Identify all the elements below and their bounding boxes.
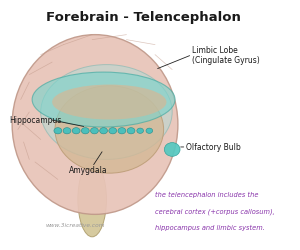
Ellipse shape bbox=[12, 36, 178, 214]
Ellipse shape bbox=[164, 143, 180, 157]
Text: cerebral cortex (+corpus callosum),: cerebral cortex (+corpus callosum), bbox=[155, 208, 275, 214]
Ellipse shape bbox=[127, 128, 135, 134]
Ellipse shape bbox=[72, 128, 80, 134]
Text: www.3icreative.com: www.3icreative.com bbox=[45, 222, 105, 227]
Ellipse shape bbox=[91, 128, 98, 134]
Ellipse shape bbox=[63, 128, 71, 134]
Ellipse shape bbox=[32, 73, 175, 128]
Ellipse shape bbox=[81, 128, 89, 134]
Text: hippocampus and limbic system.: hippocampus and limbic system. bbox=[155, 224, 265, 230]
Text: Forebrain - Telencephalon: Forebrain - Telencephalon bbox=[46, 11, 241, 24]
Text: Olfactory Bulb: Olfactory Bulb bbox=[187, 143, 241, 152]
Ellipse shape bbox=[78, 162, 106, 237]
Ellipse shape bbox=[54, 128, 62, 134]
Ellipse shape bbox=[137, 128, 143, 134]
Ellipse shape bbox=[118, 128, 126, 134]
Text: Amygdala: Amygdala bbox=[69, 165, 108, 174]
Ellipse shape bbox=[52, 85, 166, 120]
Ellipse shape bbox=[109, 128, 117, 134]
Ellipse shape bbox=[41, 65, 172, 160]
Text: Hippocampus: Hippocampus bbox=[9, 116, 62, 124]
Ellipse shape bbox=[100, 128, 107, 134]
Ellipse shape bbox=[146, 128, 153, 134]
Text: the telencephalon includes the: the telencephalon includes the bbox=[155, 192, 259, 198]
Ellipse shape bbox=[55, 86, 164, 174]
Text: Limbic Lobe
(Cingulate Gyrus): Limbic Lobe (Cingulate Gyrus) bbox=[192, 46, 260, 65]
